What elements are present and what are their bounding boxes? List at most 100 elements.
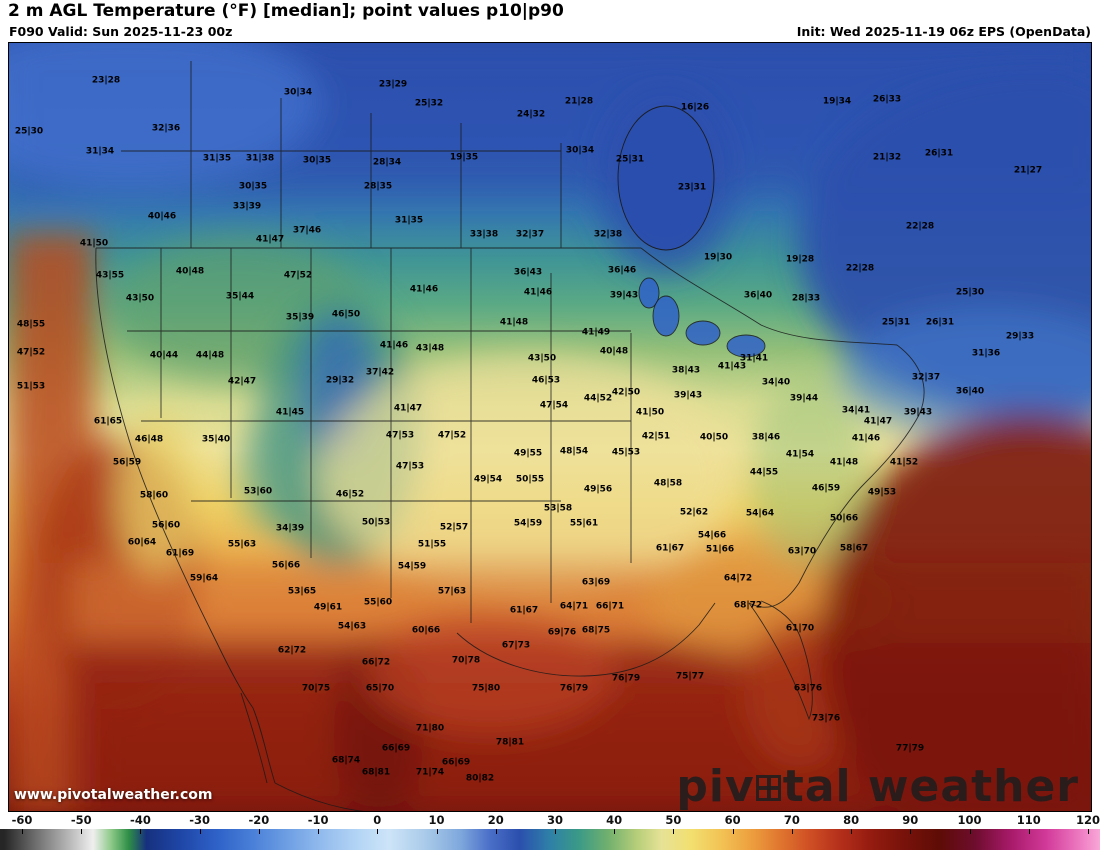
point-value: 41|48 [499, 317, 529, 328]
point-value: 22|28 [845, 263, 875, 274]
point-value: 43|50 [125, 293, 155, 304]
point-value: 41|54 [785, 449, 815, 460]
point-value: 40|48 [599, 346, 629, 357]
point-value: 36|46 [607, 265, 637, 276]
point-values-layer: 23|28 30|34 23|29 25|32 24|32 21|28 16|26 19|34… [9, 43, 1091, 811]
colorbar-tick-mark [436, 829, 438, 834]
point-value: 51|53 [16, 381, 46, 392]
point-value: 31|35 [202, 153, 232, 164]
point-value: 61|69 [165, 548, 195, 559]
colorbar-tick-label: 110 [1016, 813, 1041, 827]
point-value: 53|58 [543, 503, 573, 514]
point-value: 37|42 [365, 367, 395, 378]
point-value: 41|49 [581, 327, 611, 338]
political-borders [95, 61, 925, 811]
point-value: 51|66 [705, 544, 735, 555]
point-value: 41|47 [393, 403, 423, 414]
point-value: 61|70 [785, 623, 815, 634]
point-value: 70|78 [451, 655, 481, 666]
point-value: 43|50 [527, 353, 557, 364]
colorbar-tick-mark [199, 829, 201, 834]
point-value: 41|46 [851, 433, 881, 444]
point-value: 78|81 [495, 737, 525, 748]
point-value: 71|80 [415, 723, 445, 734]
colorbar-tick-mark [258, 829, 260, 834]
point-value: 63|76 [793, 683, 823, 694]
colorbar-tick-mark [732, 829, 734, 834]
point-value: 68|81 [361, 767, 391, 778]
point-value: 37|46 [292, 225, 322, 236]
colorbar-tick-mark [791, 829, 793, 834]
point-value: 28|35 [363, 181, 393, 192]
colorbar-tick-mark [969, 829, 971, 834]
point-value: 66|69 [441, 757, 471, 768]
point-value: 55|60 [363, 597, 393, 608]
point-value: 66|69 [381, 743, 411, 754]
point-value: 33|39 [232, 201, 262, 212]
watermark-url[interactable]: www.pivotalweather.com [14, 787, 213, 803]
point-value: 61|67 [509, 605, 539, 616]
point-value: 26|31 [924, 148, 954, 159]
point-value: 47|52 [283, 270, 313, 281]
point-value: 32|37 [911, 372, 941, 383]
point-value: 43|48 [415, 343, 445, 354]
point-value: 41|52 [889, 457, 919, 468]
point-value: 54|66 [697, 530, 727, 541]
colorbar-tick-mark [318, 829, 320, 834]
point-value: 46|52 [335, 489, 365, 500]
point-value: 56|59 [112, 457, 142, 468]
point-value: 22|28 [905, 221, 935, 232]
point-value: 55|61 [569, 518, 599, 529]
point-value: 41|48 [829, 457, 859, 468]
point-value: 54|59 [513, 518, 543, 529]
point-value: 41|50 [79, 238, 109, 249]
colorbar-tick-label: -10 [307, 813, 329, 827]
point-value: 31|41 [739, 353, 769, 364]
point-value: 75|80 [471, 683, 501, 694]
point-value: 40|48 [175, 266, 205, 277]
point-value: 50|55 [515, 474, 545, 485]
point-value: 39|43 [609, 290, 639, 301]
point-value: 42|50 [611, 387, 641, 398]
colorbar-tick-mark [495, 829, 497, 834]
point-value: 49|56 [583, 484, 613, 495]
point-value: 33|38 [469, 229, 499, 240]
point-value: 41|46 [379, 340, 409, 351]
point-value: 46|59 [811, 483, 841, 494]
point-value: 55|63 [227, 539, 257, 550]
point-value: 51|55 [417, 539, 447, 550]
point-value: 30|35 [302, 155, 332, 166]
point-value: 46|48 [134, 434, 164, 445]
point-value: 77|79 [895, 743, 925, 754]
point-value: 61|67 [655, 543, 685, 554]
colorbar-tick-label: 20 [487, 813, 504, 827]
map-canvas[interactable]: 23|28 30|34 23|29 25|32 24|32 21|28 16|26 19|34… [8, 42, 1092, 812]
point-value: 25|30 [14, 126, 44, 137]
point-value: 58|67 [839, 543, 869, 554]
point-value: 21|32 [872, 152, 902, 163]
point-value: 23|31 [677, 182, 707, 193]
point-value: 31|38 [245, 153, 275, 164]
point-value: 36|40 [955, 386, 985, 397]
point-value: 41|47 [863, 416, 893, 427]
colorbar-tick-label: 10 [428, 813, 445, 827]
colorbar-tick-mark [554, 829, 556, 834]
point-value: 68|75 [581, 625, 611, 636]
colorbar-tick-label: 120 [1075, 813, 1100, 827]
point-value: 23|29 [378, 79, 408, 90]
point-value: 62|72 [277, 645, 307, 656]
point-value: 34|41 [841, 405, 871, 416]
point-value: 53|60 [243, 486, 273, 497]
point-value: 76|79 [611, 673, 641, 684]
point-value: 19|35 [449, 152, 479, 163]
point-value: 47|54 [539, 400, 569, 411]
colorbar-tick-label: 30 [546, 813, 563, 827]
point-value: 28|33 [791, 293, 821, 304]
point-value: 34|39 [275, 523, 305, 534]
point-value: 30|35 [238, 181, 268, 192]
point-value: 60|64 [127, 537, 157, 548]
point-value: 61|65 [93, 416, 123, 427]
temperature-fill-map [9, 43, 1091, 811]
point-value: 47|53 [385, 430, 415, 441]
